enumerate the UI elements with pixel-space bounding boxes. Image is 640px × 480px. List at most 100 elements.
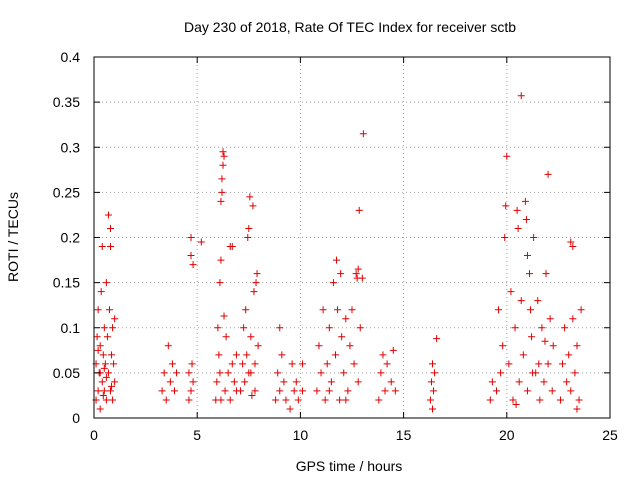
data-point [185,369,193,377]
y-tick-label: 0.2 [61,230,81,246]
data-point [254,342,262,350]
data-point [391,387,399,395]
data-point [527,306,535,314]
data-point [218,188,226,196]
data-point [523,252,531,260]
data-point [228,360,236,368]
data-point [573,342,581,350]
data-point [538,324,546,332]
data-point [110,360,118,368]
data-point [333,256,341,264]
data-point [298,360,306,368]
data-point [327,378,335,386]
x-tick-label: 15 [396,427,412,443]
data-point [245,224,253,232]
data-point [542,270,550,278]
data-point [426,396,434,404]
data-point [427,378,435,386]
data-point [428,405,436,413]
data-point [251,387,259,395]
data-point [99,351,107,359]
data-point [94,387,102,395]
data-point [217,396,225,404]
data-point [189,378,197,386]
data-point [246,193,254,201]
y-tick-label: 0.1 [61,320,81,336]
data-point [93,333,101,341]
data-point [348,306,356,314]
data-point [517,297,525,305]
data-point [325,387,333,395]
data-point [315,342,323,350]
data-point [336,396,344,404]
data-point [220,312,228,320]
data-point [94,346,102,354]
data-point [219,148,227,156]
data-point [354,378,362,386]
data-point [544,360,552,368]
data-point [548,387,556,395]
data-point [247,369,255,377]
data-point [249,202,257,210]
data-point [519,351,527,359]
data-point [329,279,337,287]
data-point [99,391,107,399]
data-point [342,315,350,323]
data-point [247,333,255,341]
data-point [185,396,193,404]
data-point [166,378,174,386]
data-point [244,234,252,241]
x-axis-label: GPS time / hours [296,458,403,474]
data-point [298,387,306,395]
data-point [292,378,300,386]
y-tick-label: 0.25 [53,184,80,200]
data-point [355,206,363,214]
data-point [187,234,195,241]
data-point [239,360,247,368]
data-point [226,396,234,404]
data-point [102,279,110,287]
data-point [243,351,251,359]
data-point [189,261,197,269]
data-point [530,234,538,241]
x-tick-label: 5 [193,427,201,443]
data-point [549,342,557,350]
data-point [104,369,112,377]
data-point [359,130,367,138]
data-point [342,396,350,404]
data-point [94,306,102,314]
data-point [492,387,500,395]
data-point [346,342,354,350]
data-point [222,333,230,341]
data-point [507,288,515,296]
data-point [216,369,224,377]
data-points [92,92,585,413]
data-point [577,306,585,314]
data-point [107,224,115,232]
data-point [162,396,170,404]
data-point [107,387,115,395]
data-point [96,405,104,413]
data-point [97,288,105,296]
data-point [98,378,106,386]
data-point [109,324,117,332]
data-point [197,238,205,246]
data-point [352,270,360,278]
data-point [105,306,113,314]
data-point [523,387,531,395]
data-point [573,405,581,413]
y-tick-label: 0.35 [53,94,80,110]
data-point [433,335,441,343]
data-point [488,378,496,386]
y-axis-label: ROTI / TECUs [5,192,21,282]
data-point [375,396,383,404]
data-point [387,378,395,386]
data-point [232,351,240,359]
data-point [383,360,391,368]
data-point [502,202,510,210]
data-point [251,360,259,368]
data-point [337,270,345,278]
data-point [344,387,352,395]
y-tick-label: 0.15 [53,275,80,291]
data-point [111,378,119,386]
